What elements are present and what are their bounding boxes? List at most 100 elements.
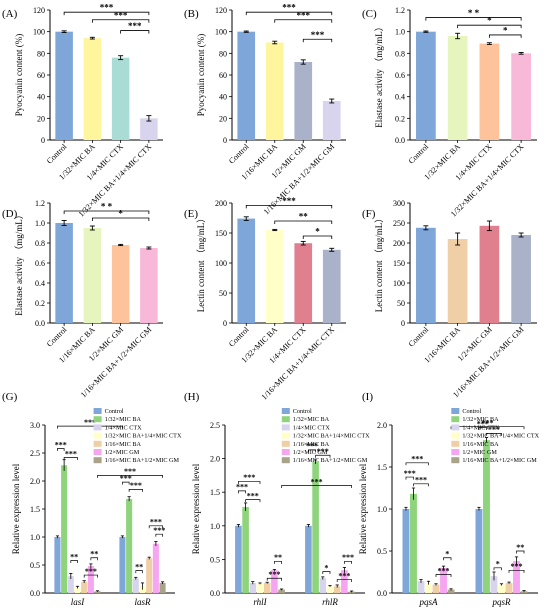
significance-label: * xyxy=(324,563,328,572)
significance-bracket xyxy=(91,19,150,23)
bar xyxy=(479,43,500,141)
legend-swatch xyxy=(93,457,102,464)
bar xyxy=(87,566,94,593)
bar xyxy=(111,57,130,140)
significance-label: *** xyxy=(482,418,494,427)
legend-swatch xyxy=(281,432,290,439)
y-tick-label: 200 xyxy=(215,199,227,208)
y-axis-label: Relative expression level xyxy=(191,463,201,554)
legend-entry: 1/4×MIC CTX xyxy=(293,424,331,431)
significance-label: *** xyxy=(282,196,296,206)
significance-label: *** xyxy=(114,10,128,20)
legend-entry: 1/16×MIC BA xyxy=(105,441,142,448)
bar xyxy=(271,570,278,593)
panel-label: (D) xyxy=(2,208,18,220)
y-tick-label: 0.0 xyxy=(377,589,387,598)
significance-bracket xyxy=(122,481,130,485)
bar xyxy=(249,582,257,593)
significance-label: * xyxy=(503,25,508,35)
x-tick-label: Control xyxy=(227,142,251,166)
legend-swatch xyxy=(451,424,460,431)
significance-label: *** xyxy=(306,442,318,451)
y-tick-label: 80 xyxy=(37,49,45,58)
significance-label: ** xyxy=(516,543,524,552)
significance-label: *** xyxy=(282,3,296,13)
x-group-label: lasR xyxy=(134,597,151,607)
bar xyxy=(54,537,61,593)
y-tick-label: 3.0 xyxy=(30,421,40,430)
legend-swatch xyxy=(281,408,290,414)
y-tick-label: 100 xyxy=(33,28,45,37)
bar xyxy=(511,235,531,323)
y-tick-label: 0.6 xyxy=(35,259,45,268)
legend-entry: Control xyxy=(293,408,312,415)
y-axis-label: Relative expression level xyxy=(358,463,368,554)
y-tick-label: 2.0 xyxy=(377,421,387,430)
significance-bracket xyxy=(308,449,316,453)
significance-label: *** xyxy=(342,553,354,562)
legend-swatch xyxy=(93,408,102,414)
bar xyxy=(140,118,158,140)
significance-label: *** xyxy=(130,481,142,490)
bar xyxy=(278,589,285,593)
significance-bracket xyxy=(508,569,525,573)
legend-entry: 1/32×MIC BA xyxy=(462,416,499,423)
panel-a: (A) 0 20 40 60 80 100 120 Pyocyanin content (%) C… xyxy=(2,3,163,219)
significance-bracket xyxy=(281,485,352,488)
significance-label: *** xyxy=(338,571,350,580)
bar xyxy=(447,239,468,323)
significance-bracket xyxy=(435,574,452,578)
panel-h: (H) 0.0 0.5 1.0 1.5 2.0 2.5 Relative expression… xyxy=(184,391,370,607)
bar xyxy=(159,582,166,593)
legend-swatch xyxy=(93,449,102,455)
y-tick-label: 0.0 xyxy=(210,589,220,598)
significance-bracket xyxy=(405,476,414,480)
significance-bracket xyxy=(245,205,333,209)
panel-f: (F) 0 50 100 150 200 250 300 Lectin content （mg/… xyxy=(362,199,537,399)
bar xyxy=(94,591,101,593)
significance-bracket xyxy=(322,571,331,574)
y-tick-label: 2.5 xyxy=(30,449,40,458)
significance-label: *** xyxy=(297,10,311,20)
legend-swatch xyxy=(93,432,102,439)
y-tick-label: 1.5 xyxy=(377,463,387,472)
y-tick-label: 0.4 xyxy=(395,93,405,102)
y-tick-label: 0 xyxy=(41,136,45,145)
significance-bracket xyxy=(302,38,333,43)
legend-swatch xyxy=(451,449,460,455)
bar xyxy=(83,38,102,140)
legend-entry: 1/16×MIC BA+1/2×MIC GM xyxy=(105,457,180,464)
y-tick-label: 50 xyxy=(219,289,227,298)
y-axis-label: Elastase activity （mg/mL） xyxy=(14,210,24,315)
bar xyxy=(416,31,436,141)
bar xyxy=(417,581,425,593)
significance-bracket xyxy=(238,490,246,494)
bar xyxy=(402,509,410,593)
bar xyxy=(265,42,284,140)
y-tick-label: 1.5 xyxy=(30,505,40,514)
bar xyxy=(235,525,242,593)
significance-label: *** xyxy=(311,30,325,40)
significance-label: * * xyxy=(468,8,480,18)
y-tick-label: 0.2 xyxy=(395,114,405,123)
y-axis-label: Pyocyanin content (%) xyxy=(196,34,206,116)
significance-bracket xyxy=(302,235,333,239)
significance-label: *** xyxy=(477,419,489,428)
bar xyxy=(256,583,264,593)
bar xyxy=(152,543,159,593)
significance-bracket xyxy=(91,217,150,221)
bar xyxy=(61,465,68,593)
significance-label: ** xyxy=(70,552,78,561)
y-tick-label: 1.0 xyxy=(35,219,45,228)
significance-label: *** xyxy=(488,425,500,434)
y-tick-label: 100 xyxy=(393,279,405,288)
y-axis-label: Pyocyanin content (%) xyxy=(14,34,24,116)
bar xyxy=(132,578,139,593)
significance-bracket xyxy=(450,426,525,430)
bar xyxy=(498,584,505,593)
bar xyxy=(511,53,531,141)
x-group-label: pqsA xyxy=(419,597,439,607)
significance-label: *** xyxy=(124,467,136,476)
bar xyxy=(326,586,334,593)
significance-bracket xyxy=(336,579,352,583)
